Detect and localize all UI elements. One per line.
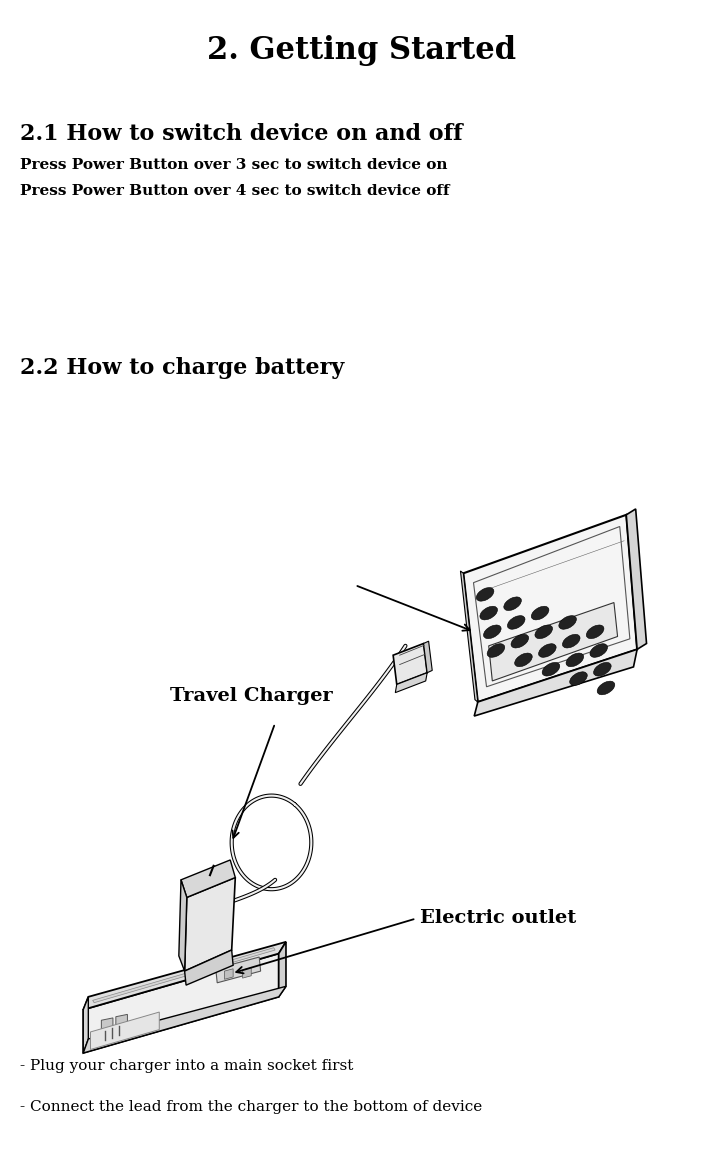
Ellipse shape	[531, 606, 549, 620]
Polygon shape	[179, 880, 187, 971]
Polygon shape	[185, 878, 235, 971]
Polygon shape	[216, 957, 261, 983]
Polygon shape	[224, 969, 233, 979]
Ellipse shape	[586, 625, 604, 639]
Ellipse shape	[539, 644, 556, 658]
Ellipse shape	[508, 615, 525, 629]
Polygon shape	[83, 986, 286, 1053]
Polygon shape	[474, 649, 637, 716]
Polygon shape	[83, 997, 88, 1053]
Polygon shape	[90, 1012, 159, 1049]
Ellipse shape	[511, 634, 529, 648]
Ellipse shape	[563, 634, 580, 648]
Text: 2.1 How to switch device on and off: 2.1 How to switch device on and off	[20, 123, 463, 145]
Ellipse shape	[566, 653, 584, 667]
Ellipse shape	[476, 587, 494, 601]
Polygon shape	[83, 942, 286, 1010]
Polygon shape	[489, 603, 618, 681]
Ellipse shape	[487, 644, 505, 658]
Ellipse shape	[504, 597, 521, 611]
Polygon shape	[460, 571, 478, 702]
Polygon shape	[116, 1014, 127, 1028]
Ellipse shape	[535, 625, 552, 639]
Ellipse shape	[515, 653, 532, 667]
Text: 2.2 How to charge battery: 2.2 How to charge battery	[20, 357, 345, 379]
Ellipse shape	[570, 672, 587, 686]
Polygon shape	[93, 948, 275, 1003]
Polygon shape	[185, 950, 233, 985]
Ellipse shape	[484, 625, 501, 639]
Ellipse shape	[480, 606, 497, 620]
Text: 2. Getting Started: 2. Getting Started	[208, 35, 516, 66]
Ellipse shape	[597, 681, 615, 695]
Text: Electric outlet: Electric outlet	[420, 909, 576, 928]
Polygon shape	[463, 515, 637, 702]
Polygon shape	[395, 673, 427, 693]
Polygon shape	[243, 968, 251, 978]
Text: - Plug your charger into a main socket first: - Plug your charger into a main socket f…	[20, 1059, 353, 1073]
Polygon shape	[473, 526, 630, 687]
Ellipse shape	[590, 644, 607, 658]
Polygon shape	[424, 641, 432, 673]
Text: Travel Charger: Travel Charger	[170, 687, 333, 706]
Ellipse shape	[542, 662, 560, 676]
Text: - Connect the lead from the charger to the bottom of device: - Connect the lead from the charger to t…	[20, 1100, 482, 1114]
Polygon shape	[626, 509, 647, 649]
Polygon shape	[393, 644, 427, 684]
Polygon shape	[279, 942, 286, 997]
Ellipse shape	[559, 615, 576, 629]
Polygon shape	[101, 1018, 113, 1032]
Polygon shape	[83, 954, 279, 1053]
Ellipse shape	[594, 662, 611, 676]
Polygon shape	[181, 860, 235, 897]
Text: Press Power Button over 3 sec to switch device on: Press Power Button over 3 sec to switch …	[20, 158, 447, 172]
Text: Press Power Button over 4 sec to switch device off: Press Power Button over 4 sec to switch …	[20, 184, 450, 198]
